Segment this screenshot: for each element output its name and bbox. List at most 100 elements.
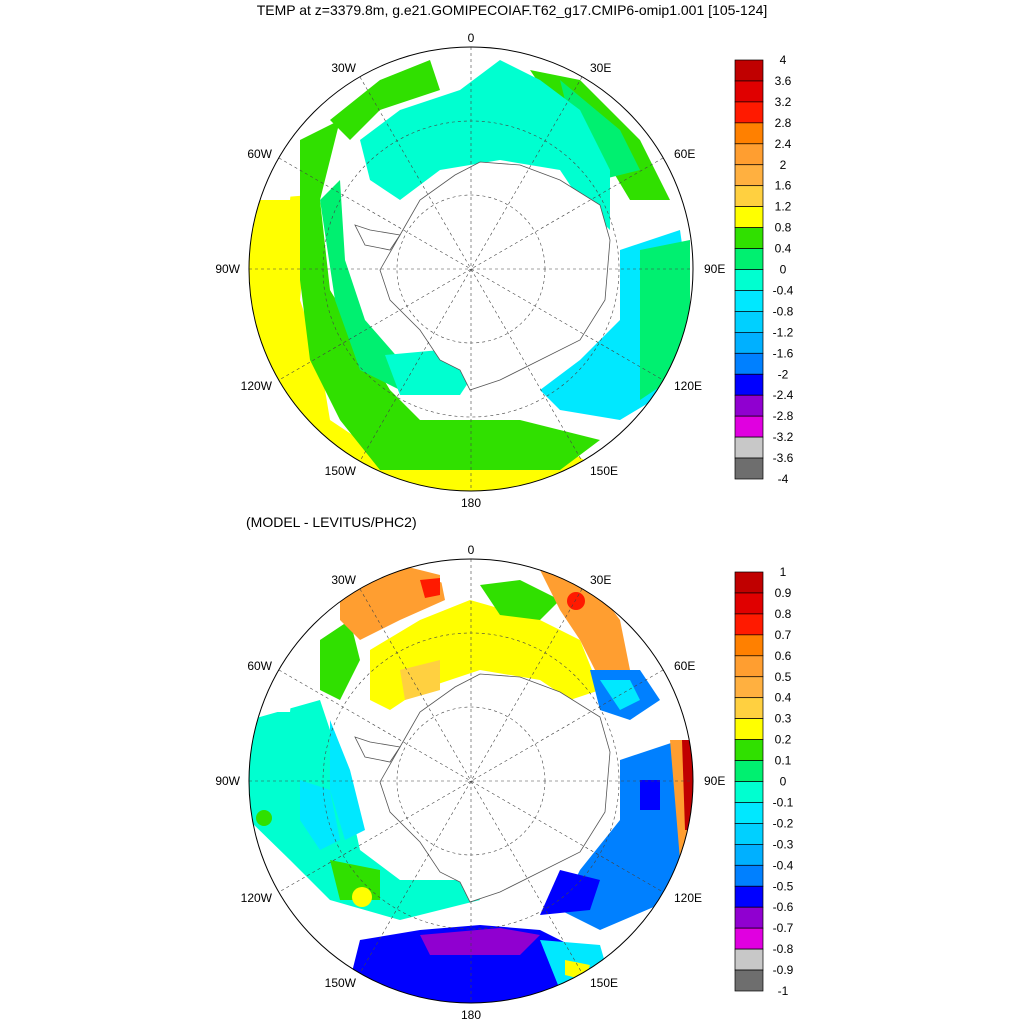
top-colorbar-swatch (734, 332, 764, 354)
bottom-colorbar-swatch (734, 802, 764, 824)
bottom-lon-30e: 30E (590, 573, 611, 587)
bottom-colorbar-label: -0.2 (773, 816, 794, 830)
top-colorbar-label: 2.8 (775, 116, 792, 130)
difference-subtitle: (MODEL - LEVITUS/PHC2) (246, 514, 417, 530)
bottom-colorbar-swatch (734, 613, 764, 636)
top-colorbar-swatch (734, 80, 764, 103)
top-colorbar-label: -3.2 (773, 430, 794, 444)
bottom-colorbar-swatch (734, 864, 764, 887)
bottom-lon-90e: 90E (704, 774, 725, 788)
bottom-colorbar-label: -0.9 (773, 963, 794, 977)
top-colorbar-swatch (734, 59, 764, 82)
bottom-colorbar-swatch (734, 718, 764, 740)
bottom-colorbar-label: 0.1 (775, 754, 792, 768)
bottom-colorbar-swatch (734, 969, 764, 992)
bottom-colorbar-swatch (734, 739, 764, 761)
top-colorbar-swatch (734, 415, 764, 438)
top-colorbar-swatch (734, 373, 764, 396)
top-colorbar-label: -4 (778, 472, 789, 486)
top-colorbar-swatch (734, 227, 764, 249)
bottom-colorbar-swatch (734, 906, 764, 929)
top-colorbar-swatch (734, 185, 764, 207)
top-colorbar-swatch (734, 143, 764, 166)
bottom-colorbar-swatch (734, 781, 764, 803)
top-colorbar-label: -0.4 (773, 283, 794, 297)
bottom-colorbar-label: 1 (780, 565, 787, 579)
bottom-colorbar-label: -0.4 (773, 858, 794, 872)
top-colorbar-label: -1.2 (773, 325, 794, 339)
top-graticule (249, 47, 693, 491)
top-lon-30w: 30W (331, 61, 356, 75)
top-colorbar-label: 0.8 (775, 221, 792, 235)
bottom-lon-30w: 30W (331, 573, 356, 587)
top-lon-120w: 120W (241, 379, 273, 393)
bottom-lon-60w: 60W (247, 659, 272, 673)
bottom-polar-map: 0 30E 60E 90E 120E 150E 180 150W 120W 90… (215, 543, 725, 1022)
bottom-colorbar-swatch (734, 885, 764, 908)
top-colorbar-label: 2.4 (775, 137, 792, 151)
top-colorbar-label: -2 (778, 367, 789, 381)
bottom-lon-90w: 90W (215, 774, 240, 788)
page-title: TEMP at z=3379.8m, g.e21.GOMIPECOIAF.T62… (256, 2, 768, 18)
top-lon-60e: 60E (674, 147, 695, 161)
bottom-colorbar-label: -0.5 (773, 879, 794, 893)
bottom-colorbar-label: 0.4 (775, 691, 792, 705)
top-colorbar-swatch (734, 164, 764, 187)
top-colorbar-swatch (734, 457, 764, 480)
bottom-lon-0: 0 (468, 543, 475, 557)
top-colorbar-swatch (734, 206, 764, 228)
bottom-colorbar-swatch (734, 927, 764, 950)
bottom-colorbar-label: 0.6 (775, 649, 792, 663)
bottom-colorbar-label: -1 (778, 984, 789, 998)
bottom-colorbar-label: 0.7 (775, 628, 792, 642)
bottom-colorbar-label: 0.3 (775, 712, 792, 726)
top-colorbar-label: -3.6 (773, 451, 794, 465)
top-colorbar-swatch (734, 311, 764, 333)
bottom-colorbar-swatch (734, 760, 764, 782)
top-colorbar-label: 0.4 (775, 242, 792, 256)
bottom-colorbar-label: 0.8 (775, 607, 792, 621)
top-lon-90e: 90E (704, 262, 725, 276)
bottom-colorbar-swatch (734, 655, 764, 678)
top-colorbar-label: 3.2 (775, 95, 792, 109)
top-colorbar-swatch (734, 269, 764, 291)
bottom-lon-150e: 150E (590, 976, 618, 990)
top-lon-150w: 150W (325, 464, 357, 478)
top-colorbar-swatch (734, 436, 764, 459)
top-colorbar: 4 3.6 3.2 2.8 2.4 2 1.6 1.2 0.8 0.4 0 -0.4 -0.8 -1.2 -… (734, 53, 794, 486)
top-lon-150e: 150E (590, 464, 618, 478)
bottom-lon-120e: 120E (674, 891, 702, 905)
bottom-colorbar-label: 0 (780, 775, 787, 789)
top-colorbar-swatch (734, 101, 764, 124)
bottom-lon-150w: 150W (325, 976, 357, 990)
top-colorbar-swatch (734, 290, 764, 312)
top-polar-map: 0 30E 60E 90E 120E 150E 180 150W 120W 90… (215, 31, 725, 510)
bottom-colorbar-label: -0.6 (773, 900, 794, 914)
top-colorbar-label: 3.6 (775, 74, 792, 88)
bottom-colorbar-label: -0.8 (773, 942, 794, 956)
top-colorbar-swatch (734, 352, 764, 375)
top-colorbar-label: 1.6 (775, 179, 792, 193)
bottom-colorbar-label: 0.9 (775, 586, 792, 600)
bottom-colorbar-swatch (734, 571, 764, 594)
top-colorbar-label: 2 (780, 158, 787, 172)
top-colorbar-label: -2.4 (773, 388, 794, 402)
top-colorbar-label: 0 (780, 263, 787, 277)
top-lon-90w: 90W (215, 262, 240, 276)
bottom-colorbar-label: 0.2 (775, 733, 792, 747)
bottom-colorbar-label: 0.5 (775, 670, 792, 684)
bottom-colorbar-swatch (734, 823, 764, 845)
top-colorbar-label: -2.8 (773, 409, 794, 423)
bottom-colorbar-swatch (734, 843, 764, 866)
bottom-colorbar-label: -0.7 (773, 921, 794, 935)
bottom-colorbar-swatch (734, 697, 764, 720)
bottom-colorbar-swatch (734, 676, 764, 699)
top-lon-0: 0 (468, 31, 475, 45)
top-colorbar-label: -0.8 (773, 304, 794, 318)
top-lon-30e: 30E (590, 61, 611, 75)
top-colorbar-label: 1.2 (775, 200, 792, 214)
bottom-colorbar-swatch (734, 592, 764, 615)
bottom-colorbar-swatch (734, 948, 764, 971)
top-lon-60w: 60W (247, 147, 272, 161)
